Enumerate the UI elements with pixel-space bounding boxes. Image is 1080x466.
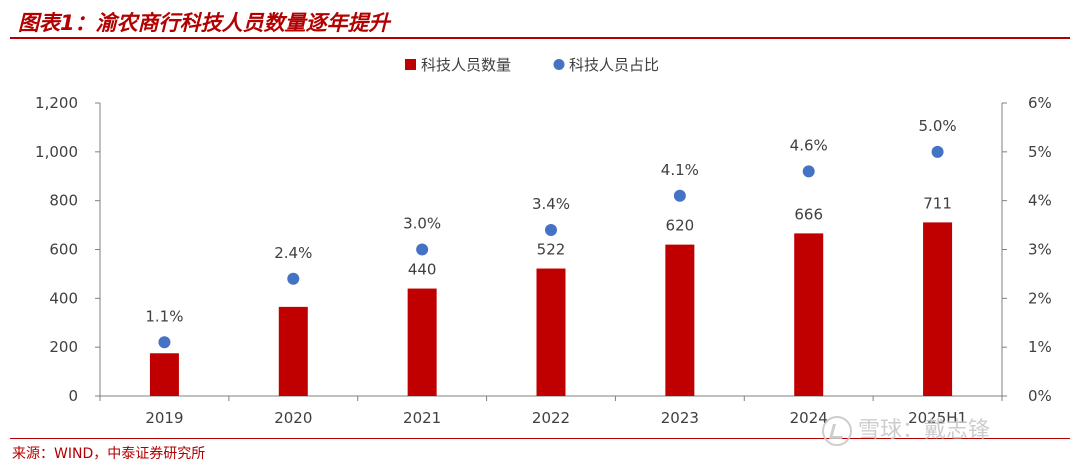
share-value-label: 2.4% xyxy=(274,244,312,262)
share-value-label: 5.0% xyxy=(919,117,957,135)
share-value-label: 4.1% xyxy=(661,161,699,179)
bar xyxy=(407,288,437,396)
bar-value-label: 440 xyxy=(408,261,437,279)
axes: 0 200 400 600 800 1,000 1,200 0% 1% 2% 3% 4% 5% 6% 201… xyxy=(35,94,1052,427)
x-tick-label: 2023 xyxy=(661,409,699,427)
y-right-tick-label: 6% xyxy=(1028,94,1052,112)
bar xyxy=(536,268,566,396)
bar-value-label: 522 xyxy=(537,241,566,259)
watermark-text: 雪球：戴志锋 xyxy=(858,418,991,443)
share-value-label: 3.4% xyxy=(532,195,570,213)
y-left-tick-label: 600 xyxy=(49,241,78,259)
title-bar: 图表1：渝农商行科技人员数量逐年提升 xyxy=(0,0,1080,40)
x-tick-label: 2025H1 xyxy=(908,409,967,427)
snowball-logo-icon xyxy=(822,416,852,446)
y-right-tick-label: 0% xyxy=(1028,387,1052,405)
share-point xyxy=(673,189,686,202)
y-left-tick-label: 800 xyxy=(49,192,78,210)
bar xyxy=(278,306,308,396)
share-point xyxy=(287,272,300,285)
y-right-tick-label: 5% xyxy=(1028,143,1052,161)
legend-bar-swatch xyxy=(405,59,416,70)
legend: 科技人员数量 科技人员占比 xyxy=(405,56,659,74)
x-tick-label: 2021 xyxy=(403,409,441,427)
share-value-label: 1.1% xyxy=(145,307,183,325)
y-right-tick-label: 1% xyxy=(1028,338,1052,356)
bar-value-label: 620 xyxy=(666,217,695,235)
y-left-tick-label: 1,000 xyxy=(35,143,78,161)
title-divider xyxy=(10,37,1070,39)
bar xyxy=(665,244,695,396)
bar-value-label: 711 xyxy=(923,194,952,212)
watermark: 雪球：戴志锋 xyxy=(822,412,990,446)
x-tick-label: 2024 xyxy=(790,409,828,427)
legend-bar-label: 科技人员数量 xyxy=(421,56,511,74)
source-note: 来源：WIND，中泰证券研究所 xyxy=(12,446,206,462)
bar xyxy=(149,353,179,396)
x-tick-label: 2020 xyxy=(274,409,312,427)
share-point xyxy=(931,145,944,158)
bars: 440 522 620 666 711 xyxy=(149,194,953,396)
footer-divider xyxy=(10,438,1070,439)
legend-point-swatch xyxy=(553,59,565,70)
share-value-label: 3.0% xyxy=(403,215,441,233)
share-point xyxy=(416,243,429,256)
chart-title: 图表1：渝农商行科技人员数量逐年提升 xyxy=(18,11,390,35)
points: 1.1% 2.4% 3.0% 3.4% 4.1% 4.6% 5.0% xyxy=(145,117,957,349)
bar xyxy=(923,222,953,396)
share-point xyxy=(802,165,815,178)
y-left-tick-label: 400 xyxy=(49,289,78,307)
share-point xyxy=(545,223,557,236)
share-point xyxy=(158,336,171,349)
x-tick-label: 2022 xyxy=(532,409,570,427)
x-tick-label: 2019 xyxy=(145,409,183,427)
y-right-tick-label: 2% xyxy=(1028,289,1052,307)
y-right-tick-label: 3% xyxy=(1028,241,1052,259)
share-value-label: 4.6% xyxy=(790,136,828,154)
y-left-tick-label: 0 xyxy=(68,387,78,405)
legend-point-label: 科技人员占比 xyxy=(569,56,659,74)
bar-value-label: 666 xyxy=(794,205,823,223)
y-right-tick-label: 4% xyxy=(1028,192,1052,210)
y-left-tick-label: 200 xyxy=(49,338,78,356)
y-left-tick-label: 1,200 xyxy=(35,94,78,112)
bar xyxy=(794,233,824,396)
